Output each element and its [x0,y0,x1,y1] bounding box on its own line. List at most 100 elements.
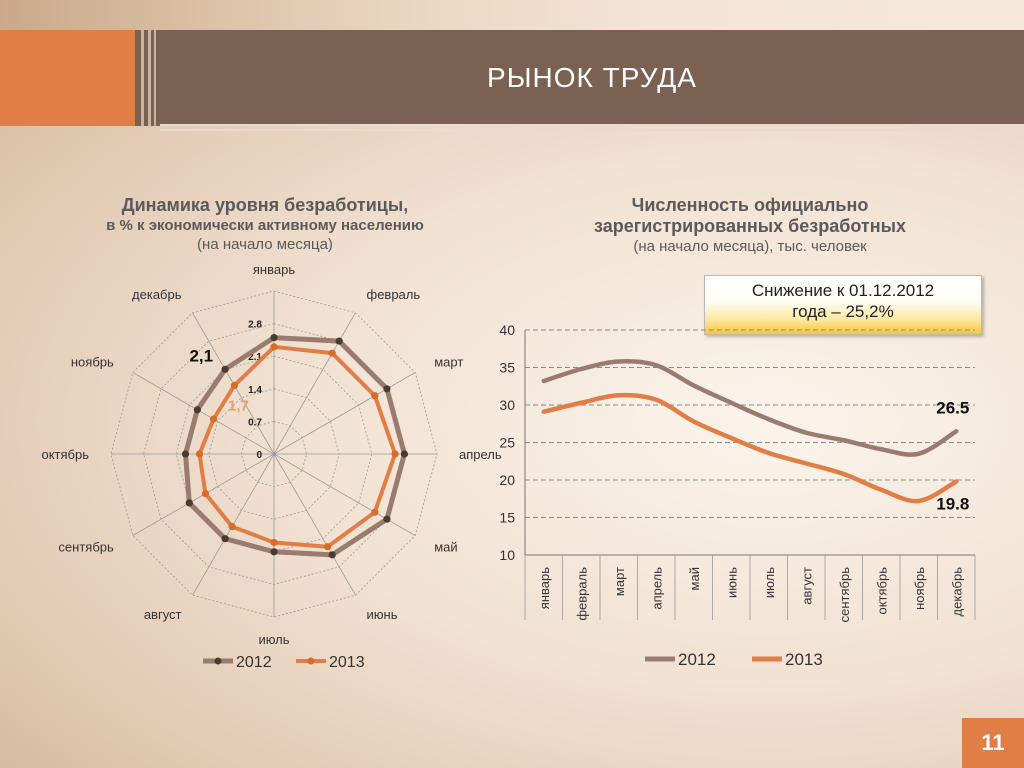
radar-grid-ring [143,323,405,585]
radar-point-2012 [221,535,229,543]
radar-point-2013 [195,450,204,458]
radar-category-label: декабрь [132,287,182,302]
line-series-2013 [541,392,959,504]
radar-category-label: октябрь [41,447,89,462]
line-x-tick-label: март [612,567,627,596]
line-y-tick-label: 30 [499,397,515,413]
radar-title-line3: (на начало месяца) [197,236,333,253]
radar-category-label: январь [253,262,295,277]
radar-category-label: ноябрь [71,355,114,370]
radar-point-2013 [391,450,399,458]
radar-category-label: май [434,540,457,555]
radar-spoke [132,372,275,455]
line-title-line1: Численность официально [631,195,869,215]
header-stripe [141,30,144,126]
radar-point-2012 [270,333,278,342]
radar-point-2012 [335,337,343,345]
line-x-tick-label: январь [537,567,552,609]
line-x-tick-label: август [799,567,814,605]
radar-spoke [192,312,275,455]
callout-line1: Снижение к 01.12.2012 [751,281,935,300]
line-legend-label-2012: 2012 [678,650,716,669]
radar-title-line2: в % к экономически активному населению [106,217,424,234]
line-y-tick-label: 10 [499,547,515,563]
line-chart-title: Численность официально зарегистрированны… [530,195,970,256]
radar-spoke [132,453,275,536]
radar-category-label: апрель [459,447,502,462]
radar-legend-marker-2012 [214,657,222,665]
header-rule [160,124,1024,126]
line-y-tick-label: 15 [499,510,515,526]
header-stripe [148,30,151,126]
radar-point-2012 [185,499,193,507]
line-x-tick-label: апрель [649,567,664,610]
radar-point-2013 [201,489,210,498]
radar-series-2013 [197,344,398,549]
radar-point-2012 [181,450,190,458]
callout-line2: года – 25,2% [792,302,894,321]
line-x-tick-label: декабрь [949,567,964,617]
radar-point-2013 [371,508,379,516]
radar-legend-label-2013: 2013 [329,654,365,671]
radar-legend-marker-2013 [307,657,315,665]
radar-point-2012 [383,515,391,523]
header-bar [0,30,1024,126]
header-accent-block [0,30,135,126]
radar-spoke [273,312,356,455]
radar-title-line1: Динамика уровня безработицы, [121,195,409,215]
radar-legend-label-2012: 2012 [236,654,272,671]
radar-point-2012 [193,406,201,414]
radar-category-label: март [434,355,463,370]
line-y-tick-label: 40 [499,322,515,338]
radar-tick-label: 2.8 [248,320,262,331]
radar-series-2012 [183,335,407,558]
radar-value-label-2012: 2,1 [189,346,213,365]
line-end-label-2013: 19.8 [936,495,969,514]
line-x-tick-label: октябрь [874,567,889,615]
radar-value-label-2013: 1,7 [228,397,249,414]
line-y-tick-label: 35 [499,360,515,376]
line-series-2012 [541,359,959,457]
radar-point-2012 [383,385,391,393]
top-band [0,0,1024,30]
radar-tick-label: 0.7 [248,417,262,428]
radar-category-label: сентябрь [58,540,114,555]
radar-point-2013 [323,543,332,551]
header-rule [160,129,1024,131]
line-x-tick-label: ноябрь [912,567,927,610]
radar-tick-label: 1.4 [248,385,262,396]
page-title: РЫНОК ТРУДА [487,62,697,93]
radar-point-2013 [270,343,278,351]
radar-spoke [273,372,416,455]
radar-point-2012 [221,365,229,373]
radar-point-2012 [400,450,408,458]
line-title-line2: зарегистрированных безработных [594,216,906,236]
radar-spoke [273,453,356,596]
radar-point-2013 [328,349,336,357]
radar-tick-label: 2.1 [248,352,262,363]
line-x-tick-label: сентябрь [837,567,852,623]
line-x-tick-label: май [687,567,702,590]
radar-category-label: август [144,607,182,622]
radar-tick-label: 0 [256,450,262,461]
line-x-tick-label: июль [762,567,777,598]
radar-category-label: июль [258,632,289,647]
radar-grid-ring [240,420,308,488]
radar-point-2013 [270,538,278,547]
radar-point-2012 [328,551,336,559]
radar-grid-ring [208,388,340,520]
line-y-tick-label: 20 [499,472,515,488]
radar-point-2013 [371,392,379,400]
radar-category-label: февраль [367,287,421,302]
decrease-callout: Снижение к 01.12.2012 года – 25,2% [704,275,982,335]
radar-spoke [192,453,275,596]
header-stripe [154,30,156,126]
line-legend-label-2013: 2013 [785,650,823,669]
radar-point-2013 [228,522,236,531]
line-end-label-2012: 26.5 [936,398,969,417]
radar-spoke [273,453,416,536]
radar-grid-ring [110,290,438,618]
radar-point-2012 [270,548,278,556]
line-x-tick-label: июнь [724,567,739,598]
radar-chart-title: Динамика уровня безработицы, в % к эконо… [30,195,500,254]
